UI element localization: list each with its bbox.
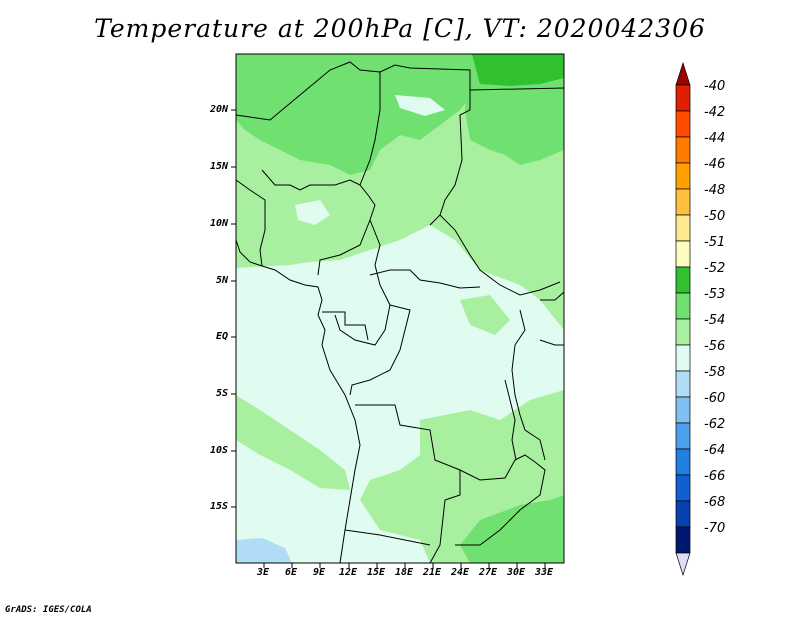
colorbar-swatch [675,136,691,164]
colorbar-label-4: -46 [704,157,726,172]
x-label-12e: 12E [339,567,358,578]
colorbar-swatch [675,396,691,424]
y-label-15n: 15N [209,161,228,172]
map-title: Temperature at 200hPa [C], VT: 202004230… [94,14,706,43]
colorbar-label-14: -62 [704,417,726,432]
y-label-5s: 5S [215,388,228,399]
colorbar-label-12: -58 [704,365,726,380]
colorbar-label-15: -64 [704,443,726,458]
x-label-9e: 9E [313,567,326,578]
x-label-33e: 33E [535,567,554,578]
border-south [344,529,431,546]
colorbar-swatch [675,344,691,372]
colorbar-top-triangle [675,61,691,86]
colorbar-label-17: -68 [704,495,726,510]
border-west-small-2 [261,169,361,191]
colorbar-swatch [675,162,691,190]
y-label-10s: 10S [209,445,228,456]
colorbar-swatch [675,240,691,268]
map-frame [235,53,565,564]
credit-text: GrADS: IGES/COLA [5,605,92,615]
field-northeast-green [472,54,564,86]
colorbar-swatch [675,526,691,554]
colorbar-label-7: -51 [704,235,726,250]
border-sudan-car [439,214,561,296]
colorbar-swatch [675,500,691,528]
colorbar-swatch [675,474,691,502]
field-southeast-mid [460,495,564,563]
colorbar-swatch [675,370,691,398]
border-angola [355,404,461,564]
field-southwest-green [236,395,350,490]
border-north-1 [235,61,471,226]
x-ticks [263,563,546,568]
border-drc-east [511,309,546,461]
map-field [236,54,564,563]
colorbar-bottom-triangle [675,552,691,577]
colorbar-label-13: -60 [704,391,726,406]
border-zambia [455,454,546,546]
x-label-3e: 3E [257,567,270,578]
coastline-west-africa [235,239,361,564]
border-east-2 [539,339,564,346]
colorbar-swatch [675,214,691,242]
colorbar-label-16: -66 [704,469,726,484]
colorbar-swatch [675,318,691,346]
colorbar-label-10: -54 [704,313,726,328]
colorbar-label-9: -53 [704,287,726,302]
x-label-6e: 6E [285,567,298,578]
y-label-5n: 5N [215,275,228,286]
y-label-15s: 15S [209,501,228,512]
border-chad-sudan [469,87,565,91]
colorbar [675,61,691,577]
colorbar-swatch [675,110,691,138]
y-label-eq: EQ [215,331,228,342]
x-label-18e: 18E [395,567,414,578]
y-label-10n: 10N [209,218,228,229]
field-light-blue [236,538,292,563]
border-north-2 [317,72,381,276]
border-lakes [504,379,517,461]
border-gabon [322,311,369,341]
border-cameroon [334,219,391,346]
map-borders [235,61,565,564]
colorbar-label-3: -44 [704,131,726,146]
colorbar-label-1: -40 [704,79,726,94]
colorbar-swatch [675,448,691,476]
x-label-27e: 27E [479,567,498,578]
field-north-pale-patch [395,95,445,116]
border-drc-west [349,304,411,396]
x-label-30e: 30E [507,567,526,578]
colorbar-swatch [675,292,691,320]
colorbar-label-18: -70 [704,521,726,536]
colorbar-swatch [675,84,691,112]
border-west-small [235,179,266,267]
field-north-pale-patch-2 [295,200,330,225]
field-central-east-green [460,295,510,335]
x-label-21e: 21E [423,567,442,578]
colorbar-swatch [675,188,691,216]
colorbar-swatch [675,266,691,294]
border-east [540,291,565,301]
colorbar-label-2: -42 [704,105,726,120]
colorbar-label-5: -48 [704,183,726,198]
x-label-24e: 24E [451,567,470,578]
field-north-mid [236,54,475,175]
colorbar-label-11: -56 [704,339,726,354]
colorbar-label-6: -50 [704,209,726,224]
colorbar-label-8: -52 [704,261,726,276]
y-ticks [231,109,236,508]
colorbar-swatch [675,422,691,450]
y-label-20n: 20N [209,104,228,115]
x-label-15e: 15E [367,567,386,578]
border-car-congo [369,269,481,289]
